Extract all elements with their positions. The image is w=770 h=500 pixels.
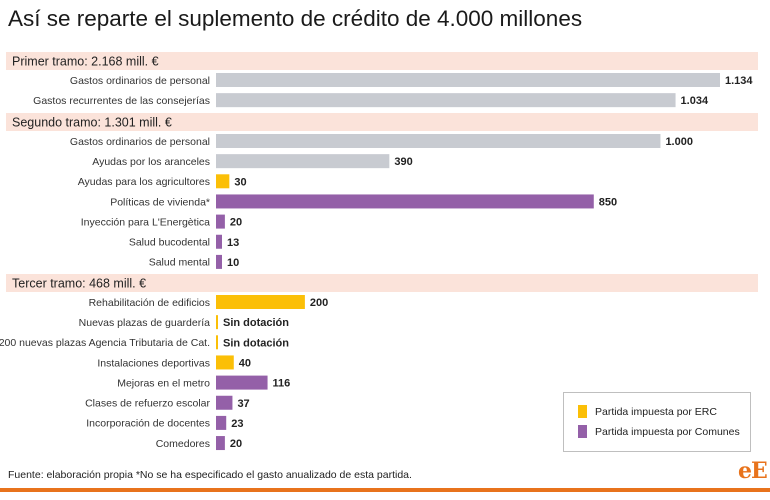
legend-item-comunes: Partida impuesta por Comunes — [578, 425, 740, 438]
category-label: Nuevas plazas de guardería — [79, 317, 210, 329]
value-label: 116 — [273, 378, 291, 390]
value-label: Sin dotación — [223, 337, 289, 349]
value-label: 1.134 — [725, 75, 753, 87]
value-label: 20 — [230, 217, 242, 229]
chart-title: Así se reparte el suplemento de crédito … — [8, 6, 583, 31]
bar-chart: Primer tramo: 2.168 mill. € Gastos ordina… — [0, 52, 758, 451]
value-label: 10 — [227, 257, 239, 269]
bar — [216, 395, 233, 410]
source-note: Fuente: elaboración propia *No se ha esp… — [8, 469, 412, 481]
legend-swatch-erc — [578, 405, 587, 418]
category-label: Ayudas para los agricultores — [78, 176, 210, 188]
value-label: 1.000 — [665, 136, 693, 148]
bar — [216, 73, 720, 87]
legend: Partida impuesta por ERC Partida impuest… — [563, 392, 751, 452]
category-label: Rehabilitación de edificios — [89, 297, 210, 309]
category-label: Incorporación de docentes — [86, 418, 210, 430]
category-label: Salud bucodental — [129, 237, 210, 249]
category-label: 200 nuevas plazas Agencia Tributaria de … — [0, 337, 210, 349]
category-label: Instalaciones deportivas — [97, 357, 210, 369]
bar — [216, 315, 218, 330]
section-header-label: Segundo tramo: 1.301 mill. € — [12, 116, 172, 130]
legend-item-erc: Partida impuesta por ERC — [578, 405, 717, 418]
category-label: Inyección para L'Energètica — [81, 216, 210, 228]
value-label: 13 — [227, 237, 239, 249]
category-label: Gastos ordinarios de personal — [70, 75, 210, 87]
category-label: Salud mental — [149, 257, 210, 269]
bar — [216, 254, 222, 269]
bar — [216, 295, 305, 309]
bar — [216, 194, 594, 209]
value-label: 30 — [234, 176, 246, 188]
category-label: Gastos ordinarios de personal — [70, 136, 210, 148]
legend-swatch-comunes — [578, 425, 587, 438]
bar — [216, 93, 676, 108]
category-label: Políticas de vivienda* — [110, 196, 210, 208]
category-label: Gastos recurrentes de las consejerías — [33, 95, 210, 107]
value-label: 850 — [599, 196, 617, 208]
bar — [216, 355, 234, 370]
bar — [216, 234, 222, 249]
bar — [216, 335, 218, 350]
bottom-accent-bar — [0, 488, 770, 492]
section-header-bg — [6, 274, 758, 292]
value-label: 1.034 — [681, 95, 709, 107]
value-label: 37 — [237, 398, 249, 410]
value-label: 200 — [310, 297, 328, 309]
value-label: 20 — [230, 438, 242, 450]
section-header-bg — [6, 52, 758, 70]
bar — [216, 134, 661, 148]
value-label: 390 — [394, 156, 412, 168]
category-label: Mejoras en el metro — [117, 377, 210, 389]
value-label: Sin dotación — [223, 317, 289, 329]
brand-logo: eE — [738, 458, 768, 484]
category-label: Ayudas por los aranceles — [92, 156, 210, 168]
bar — [216, 174, 230, 189]
value-label: 23 — [231, 418, 243, 430]
section-header-label: Primer tramo: 2.168 mill. € — [12, 55, 159, 69]
category-label: Comedores — [156, 438, 210, 450]
section-header-bg — [6, 113, 758, 131]
bar — [216, 375, 268, 390]
value-label: 40 — [239, 357, 251, 369]
bar — [216, 436, 225, 451]
section-header-label: Tercer tramo: 468 mill. € — [12, 277, 146, 291]
bar — [216, 214, 225, 229]
bar — [216, 154, 390, 169]
legend-label-erc: Partida impuesta por ERC — [595, 405, 717, 418]
legend-label-comunes: Partida impuesta por Comunes — [595, 425, 740, 438]
bar — [216, 415, 227, 430]
category-label: Clases de refuerzo escolar — [85, 398, 210, 410]
